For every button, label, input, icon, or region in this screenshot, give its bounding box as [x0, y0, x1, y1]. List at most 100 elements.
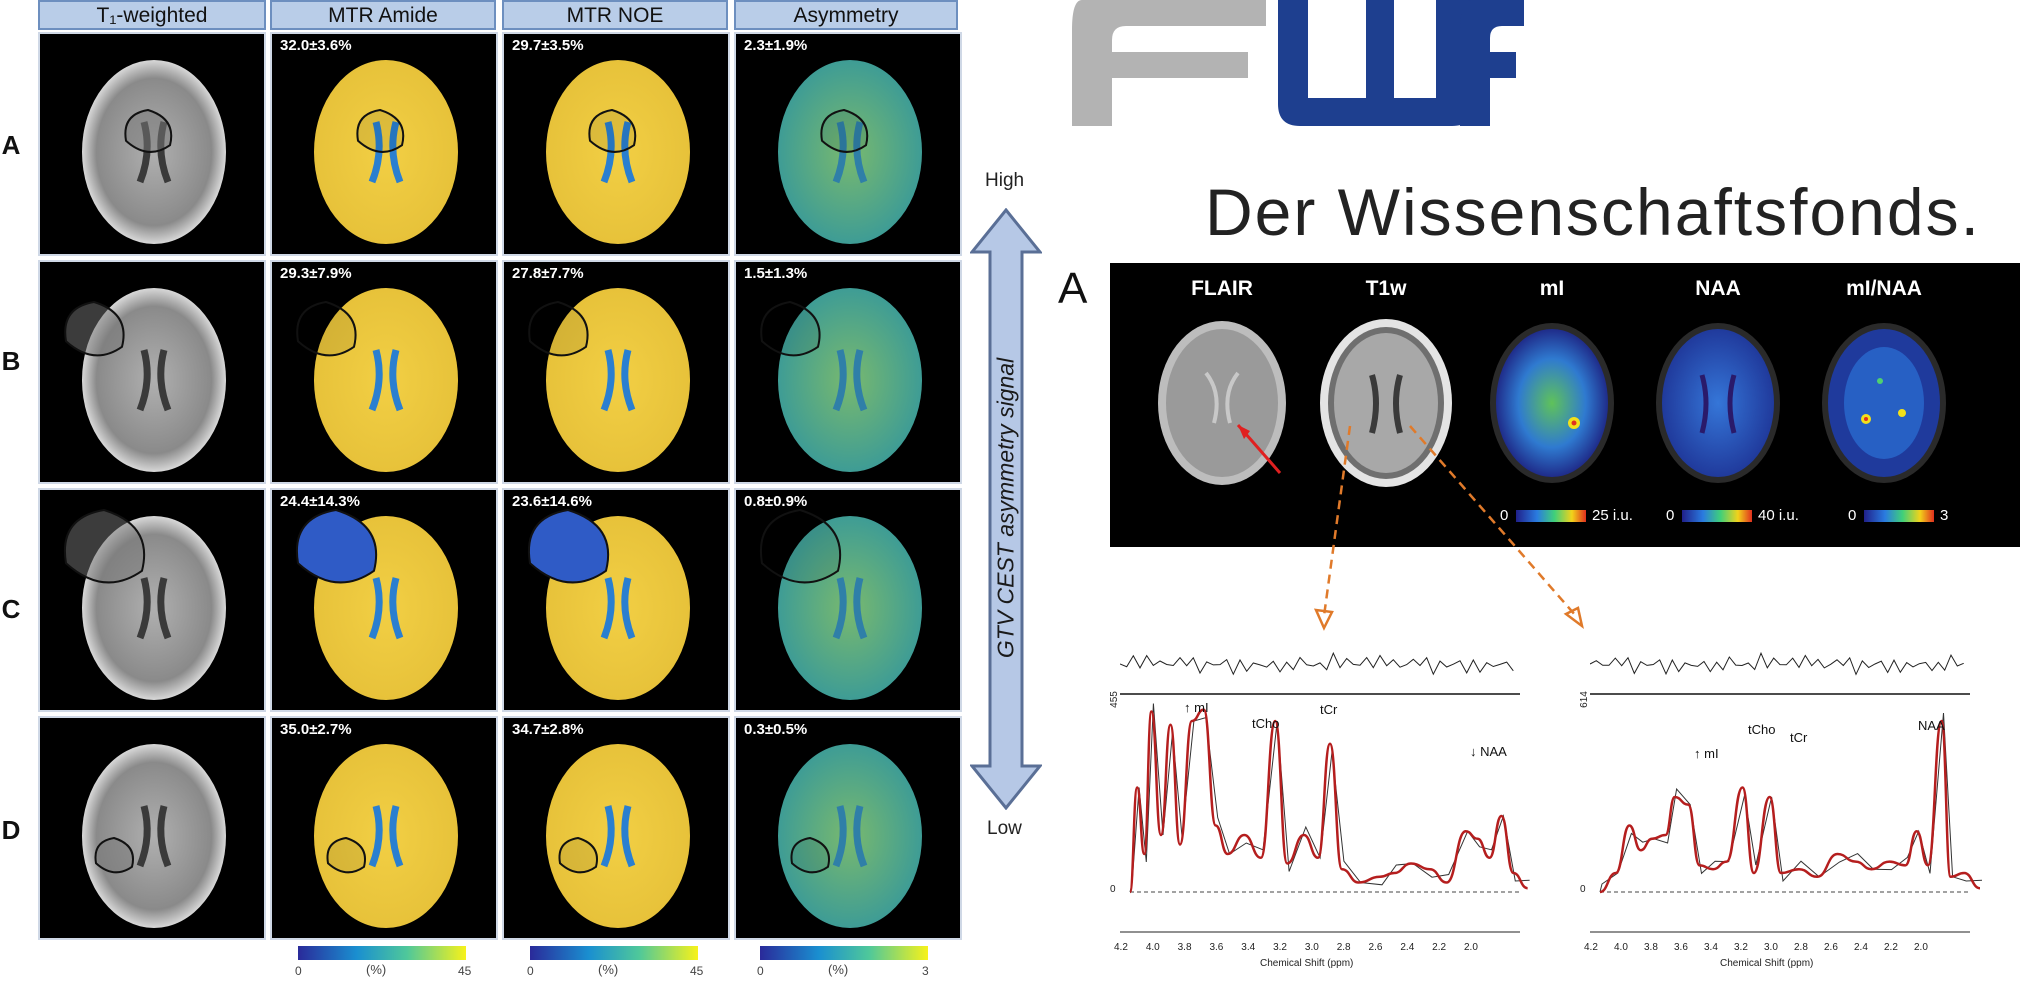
mri-cell-amide-row3: 24.4±14.3% — [270, 488, 498, 712]
mi-colorbar — [1516, 510, 1586, 522]
x-tick-label: 4.2 — [1584, 942, 1598, 953]
brain-slice-image — [778, 60, 922, 244]
brain-slice-image — [296, 288, 458, 472]
brain-slice-image — [314, 60, 458, 244]
peak-label: ↑ mI — [1694, 746, 1719, 761]
brain-slice-image — [546, 744, 690, 928]
row-label-a: A — [1, 130, 21, 160]
cell-value-label: 0.8±0.9% — [744, 493, 808, 510]
mi-colorbar-min: 0 — [1500, 507, 1509, 524]
cell-value-label: 2.3±1.9% — [744, 37, 808, 54]
cell-value-label: 35.0±2.7% — [280, 721, 352, 738]
naa-colorbar — [1682, 510, 1752, 522]
mri-cell-t1-row2 — [38, 260, 266, 484]
x-tick-label: 2.2 — [1432, 942, 1447, 953]
brain-slice-image — [314, 744, 458, 928]
header-mi-naa: mI/NAA — [1846, 277, 1922, 300]
x-tick-label: 2.0 — [1914, 942, 1928, 953]
column-header-asymmetry: Asymmetry — [734, 0, 958, 30]
x-tick-label: 3.0 — [1304, 942, 1319, 953]
brain-slice-image — [546, 60, 690, 244]
mri-cell-noe-row2: 27.8±7.7% — [502, 260, 730, 484]
column-header-t1: T₁-weighted — [38, 0, 266, 30]
brain-slice-image — [760, 288, 922, 472]
header-mi: mI — [1539, 277, 1565, 300]
header-flair: FLAIR — [1191, 277, 1253, 300]
brain-slice-image — [82, 744, 226, 928]
peak-label: tCho — [1748, 722, 1776, 737]
mri-cell-noe-row4: 34.7±2.8% — [502, 716, 730, 940]
x-tick-label: 3.4 — [1241, 942, 1256, 953]
header-naa: NAA — [1695, 277, 1741, 300]
x-tick-label: 2.4 — [1400, 942, 1415, 953]
brain-slice-image — [528, 288, 690, 472]
colorbar-asymmetry-max: 3 — [922, 964, 929, 978]
voxel-pointer-arrows — [1313, 425, 1584, 631]
colorbar-asymmetry — [760, 946, 928, 960]
row-label-d: D — [1, 815, 21, 845]
ratio-colorbar-min: 0 — [1848, 507, 1857, 524]
brain-slice-image — [528, 508, 690, 700]
fwf-tagline: Der Wissenschaftsfonds. — [1205, 175, 1981, 249]
brain-slice-image — [64, 288, 226, 472]
x-tick-label: 2.2 — [1884, 942, 1898, 953]
x-tick-label: 4.0 — [1145, 942, 1160, 953]
header-t1w: T1w — [1365, 277, 1407, 300]
naa-colorbar-max: 40 i.u. — [1758, 507, 1799, 524]
x-tick-label: 3.2 — [1273, 942, 1287, 953]
peak-label: NAA — [1918, 718, 1945, 733]
double-arrow-icon — [970, 208, 1042, 810]
peak-label: tCr — [1320, 702, 1338, 717]
spectrum-scale-label: 614 — [1578, 691, 1590, 708]
x-tick-label: 3.6 — [1674, 942, 1688, 953]
mri-cell-asymmetry-row2: 1.5±1.3% — [734, 260, 962, 484]
row-label-b: B — [1, 346, 21, 376]
colorbar-amide-max: 45 — [458, 964, 472, 978]
x-tick-label: 2.8 — [1336, 942, 1351, 953]
scale-high-label: High — [985, 170, 1025, 191]
brain-slice-image — [64, 508, 226, 700]
ratio-colorbar-max: 3 — [1940, 507, 1949, 524]
spectrum-plot-1 — [1120, 651, 1530, 933]
cell-value-label: 24.4±14.3% — [280, 493, 360, 510]
colorbar-amide — [298, 946, 466, 960]
residual-trace — [1590, 651, 1964, 676]
column-header-mtr-amide: MTR Amide — [270, 0, 496, 30]
peak-label: tCr — [1790, 730, 1808, 745]
brain-slice-image — [296, 508, 458, 700]
brain-slice-image — [82, 60, 226, 244]
spectrum-zero-label: 0 — [1110, 884, 1116, 895]
row-label-c: C — [1, 594, 21, 624]
mri-cell-amide-row1: 32.0±3.6% — [270, 32, 498, 256]
peak-label: ↑ mI — [1184, 700, 1209, 715]
cell-value-label: 34.7±2.8% — [512, 721, 584, 738]
mri-cell-asymmetry-row3: 0.8±0.9% — [734, 488, 962, 712]
mri-cell-amide-row4: 35.0±2.7% — [270, 716, 498, 940]
colorbar-asymmetry-min: 0 — [757, 964, 764, 978]
fwf-logo-mark — [1072, 0, 1524, 126]
x-axis-title: Chemical Shift (ppm) — [1260, 958, 1354, 969]
scale-arrow-label: GTV CEST asymmetry signal — [992, 357, 1019, 659]
mi-colorbar-max: 25 i.u. — [1592, 507, 1633, 524]
cell-value-label: 0.3±0.5% — [744, 721, 808, 738]
cell-value-label: 29.7±3.5% — [512, 37, 584, 54]
x-tick-label: 2.6 — [1824, 942, 1838, 953]
mri-cell-noe-row3: 23.6±14.6% — [502, 488, 730, 712]
x-tick-label: 3.2 — [1734, 942, 1748, 953]
colorbar-amide-min: 0 — [295, 964, 302, 978]
colorbar-noe — [530, 946, 698, 960]
mri-cell-asymmetry-row1: 2.3±1.9% — [734, 32, 962, 256]
mri-cell-t1-row4 — [38, 716, 266, 940]
mrs-image-panel: FLAIR T1w mI NAA mI/NAA 0 25 i.u. — [1110, 263, 2020, 547]
colorbar-asymmetry-unit: (%) — [828, 962, 849, 977]
x-tick-label: 2.4 — [1854, 942, 1868, 953]
x-tick-label: 3.6 — [1209, 942, 1224, 953]
colorbar-amide-unit: (%) — [366, 962, 387, 977]
peak-label: tCho — [1252, 716, 1280, 731]
ratio-colorbar — [1864, 510, 1934, 522]
x-tick-label: 4.0 — [1614, 942, 1628, 953]
fit-spectrum-curve — [1599, 719, 1981, 894]
spectrum-plot-2 — [1590, 651, 1983, 933]
x-tick-label: 2.0 — [1464, 942, 1478, 953]
spectrum-scale-label: 455 — [1108, 691, 1120, 708]
